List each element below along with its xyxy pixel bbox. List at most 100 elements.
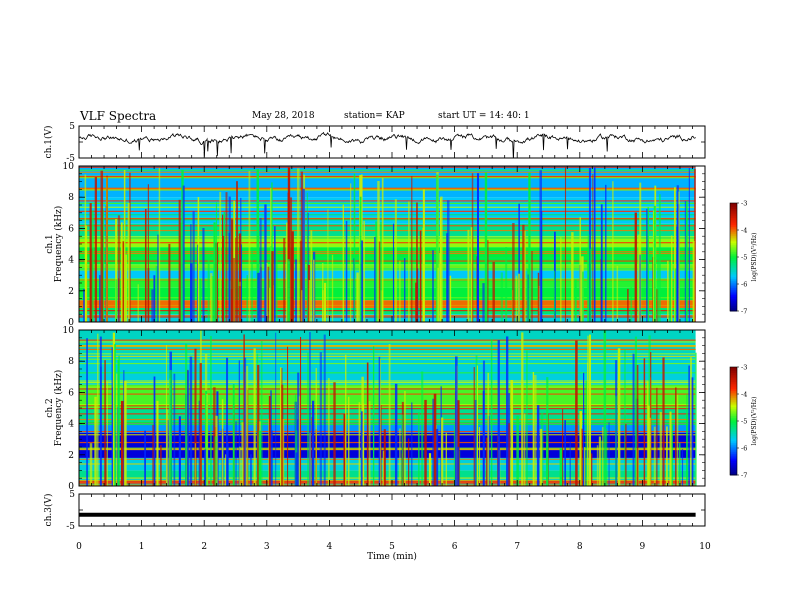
ch1-sferic	[419, 230, 422, 322]
ch1-sferic	[380, 221, 382, 322]
ch2-tone-line	[79, 341, 696, 343]
ch2-sferic	[474, 399, 477, 486]
ch2-sferic	[253, 348, 256, 486]
ch1-sferic	[236, 181, 238, 322]
ch1-sferic	[527, 274, 529, 322]
ch2-colorbar-cell	[730, 395, 737, 399]
ch1-sferic	[518, 203, 520, 322]
ch1-sferic	[399, 260, 401, 322]
ch2-tone-line	[79, 484, 696, 486]
ch2-sferic	[546, 377, 549, 486]
ch1-sferic	[646, 208, 648, 322]
ch1-sferic	[151, 289, 154, 322]
ch1-sferic	[238, 286, 242, 322]
ch1-tone-line	[79, 266, 696, 268]
ch2-sferic	[241, 422, 244, 486]
ch1-sferic	[256, 169, 260, 322]
ch2-sferic	[662, 357, 665, 486]
ch2-sferic	[189, 356, 193, 486]
ch2-sferic	[659, 411, 662, 486]
ch2-band	[79, 470, 696, 479]
ch2-colorbar-cell	[730, 410, 737, 413]
y-tick-label: 5	[69, 122, 75, 132]
ch2-sferic	[569, 441, 571, 486]
ch2-sferic	[600, 440, 604, 486]
ch2-colorbar-cell	[730, 421, 737, 424]
ch1-sferic	[327, 209, 329, 322]
ch1-colorbar-cell	[730, 305, 737, 308]
ch1-sferic	[308, 280, 311, 322]
ch1-sferic	[238, 233, 242, 322]
ch1-sferic	[378, 241, 381, 322]
ch2-colorbar-cell	[730, 424, 737, 427]
ch1-tone-line	[79, 229, 696, 232]
ch1-colorbar-cell	[730, 285, 737, 289]
ch1-tone-line	[79, 309, 696, 312]
ch2-colorbar-cell	[730, 439, 737, 442]
ch1-sferic	[233, 258, 236, 322]
ch1-sferic	[181, 169, 184, 322]
ch2-sferic	[194, 443, 196, 486]
ch2-colorbar-cell	[730, 437, 737, 440]
ch1-sferic	[375, 221, 378, 322]
ch2-sferic	[523, 413, 526, 486]
ch1-colorbar-cell	[730, 262, 737, 265]
ch2-sferic	[333, 382, 336, 486]
ch2-sferic	[295, 452, 298, 486]
ch2-colorbar-cell	[730, 383, 737, 386]
ch1-sferic	[500, 272, 503, 322]
ch2-tone-line	[79, 348, 696, 351]
ch1-sferic	[658, 194, 661, 322]
ch2-sferic	[394, 383, 398, 486]
colorbar-label: log(PSD)(V²/Hz)	[751, 397, 758, 446]
ch1-sferic	[359, 196, 362, 322]
ch2-colorbar-cell	[730, 367, 737, 370]
ch1-sferic	[612, 181, 614, 322]
ch1-sferic	[331, 254, 334, 322]
ch1-sferic	[637, 234, 640, 322]
ch1-sferic	[669, 261, 672, 322]
ch2-sferic	[636, 364, 639, 486]
ch2-tone-line	[79, 448, 696, 450]
ch1-sferic	[588, 168, 592, 322]
ch1-sferic	[100, 170, 104, 322]
ch2-sferic	[615, 396, 617, 486]
ch1-sferic	[137, 284, 139, 322]
ch1-sferic	[122, 241, 125, 322]
ch1-sferic	[257, 272, 260, 322]
colorbar-tick-label: -6	[741, 281, 747, 289]
ch1-sferic	[196, 244, 199, 322]
ch2-sferic	[116, 373, 118, 486]
colorbar-tick-label: -3	[741, 200, 747, 208]
ch2-sferic	[537, 405, 540, 486]
colorbar-tick-label: -5	[741, 418, 747, 426]
ch1-tone-line	[79, 260, 696, 262]
header-title: VLF Spectra	[80, 109, 157, 123]
ch1-colorbar-cell	[730, 260, 737, 263]
ch2-band	[79, 423, 696, 433]
ch2-sferic	[243, 334, 245, 486]
ch1-sferic	[537, 272, 540, 322]
ch1-sferic	[484, 172, 488, 322]
ch1-sferic	[686, 201, 688, 322]
y-tick-label: 4	[68, 420, 74, 430]
ch2-sferic	[366, 362, 369, 486]
ch1-colorbar-cell	[730, 302, 737, 305]
ch2-sferic	[144, 430, 146, 486]
ch2-sferic	[596, 445, 599, 486]
ch2-sferic	[166, 409, 169, 486]
ch1-sferic	[207, 255, 210, 322]
ch2-sferic	[347, 396, 350, 486]
ch1-sferic	[492, 261, 495, 322]
ch1-sferic	[404, 258, 406, 322]
ch1-sferic	[157, 234, 159, 322]
ch2-sferic	[297, 372, 300, 486]
ch1-colorbar-cell	[730, 273, 737, 276]
ch2-sferic	[235, 421, 237, 486]
ch2-sferic	[221, 399, 224, 486]
ch2-sferic	[298, 396, 301, 486]
ch1-tone-line	[79, 316, 696, 318]
ch1-sferic	[225, 192, 228, 322]
ch1-colorbar-cell	[730, 237, 737, 240]
